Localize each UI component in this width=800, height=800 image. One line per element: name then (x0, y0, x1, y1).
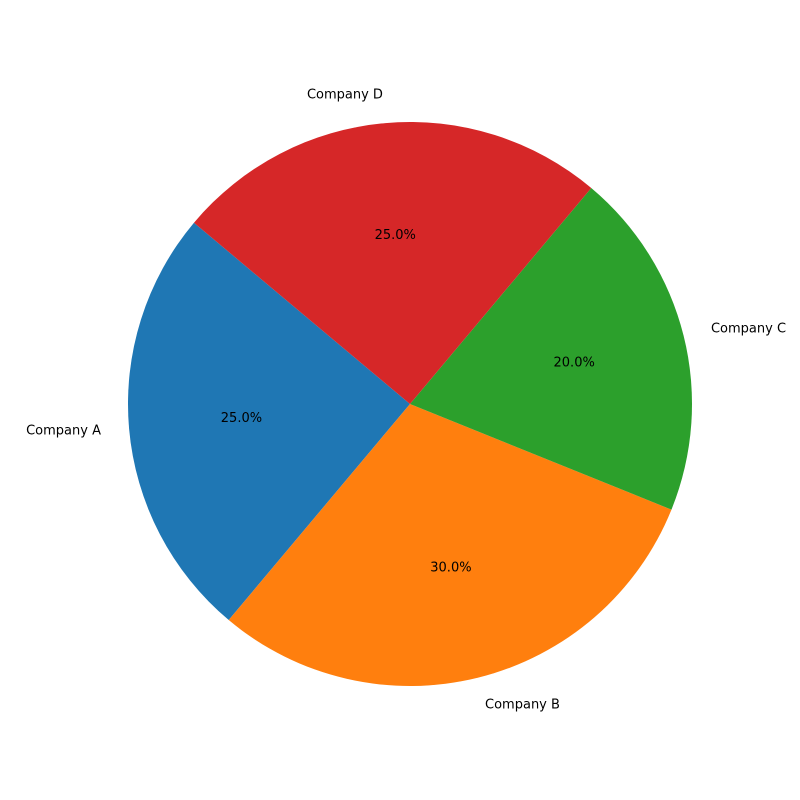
pie-slice-company-a (127, 222, 410, 621)
percent-label-company-a: 25.0% (221, 411, 262, 426)
pie-labels: Company A 25.0% Company B 30.0% Company C 20.… (26, 87, 786, 712)
pie-slices (127, 121, 692, 686)
category-label-company-d: Company D (307, 87, 383, 102)
percent-label-company-c: 20.0% (554, 356, 595, 371)
category-label-company-c: Company C (711, 321, 786, 336)
percent-label-company-b: 30.0% (430, 561, 471, 576)
percent-label-company-d: 25.0% (375, 228, 416, 243)
pie-slice-company-c (410, 187, 692, 510)
pie-slice-company-b (228, 404, 672, 686)
category-label-company-b: Company B (485, 697, 560, 712)
pie-slice-company-d (193, 121, 592, 404)
category-label-company-a: Company A (26, 424, 101, 439)
